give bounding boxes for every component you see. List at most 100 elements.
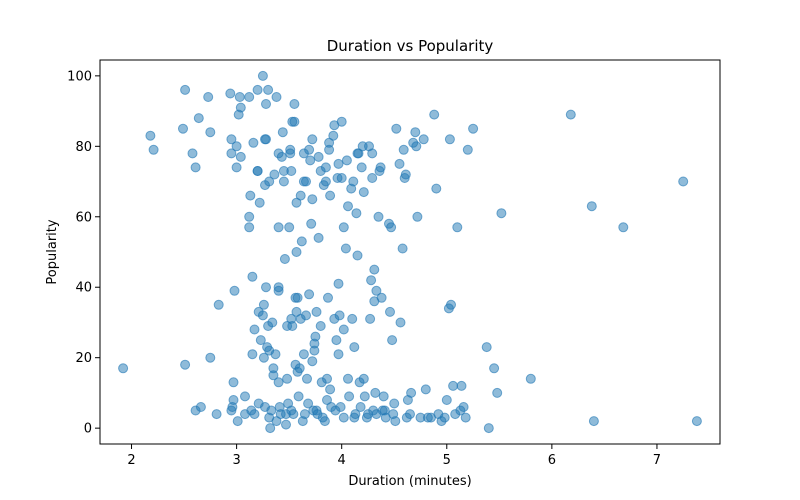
data-point [369, 264, 380, 275]
data-point [303, 398, 314, 409]
data-point [322, 373, 332, 384]
data-point [304, 144, 315, 155]
data-point [356, 162, 367, 173]
data-point [340, 243, 351, 254]
data-point [448, 380, 459, 391]
data-point [248, 137, 259, 148]
data-point [365, 313, 376, 324]
data-point [678, 176, 689, 187]
data-point [279, 254, 290, 264]
data-point [257, 310, 268, 321]
data-point [410, 127, 421, 138]
data-point [252, 84, 263, 95]
data-point [307, 356, 318, 367]
data-point [400, 169, 411, 180]
data-point [306, 218, 317, 229]
data-point [118, 363, 129, 374]
data-point [287, 321, 298, 331]
data-point [462, 144, 473, 155]
y-axis-label: Popularity [45, 219, 60, 284]
data-point [492, 387, 503, 398]
data-point [225, 88, 236, 99]
data-point [281, 419, 291, 430]
data-point [333, 349, 344, 360]
data-point [249, 324, 260, 335]
data-point [371, 285, 382, 296]
data-point [307, 194, 318, 205]
data-point [180, 359, 191, 370]
data-point [291, 247, 302, 257]
data-point [351, 208, 362, 219]
data-point [301, 310, 311, 321]
data-point [295, 190, 306, 201]
x-tick-label: 6 [548, 453, 556, 468]
data-point [244, 222, 255, 233]
data-point [376, 292, 387, 303]
data-point [257, 70, 268, 81]
data-point [358, 373, 369, 384]
data-point [266, 405, 277, 416]
data-point [489, 363, 500, 374]
data-point [355, 402, 366, 412]
data-point [273, 222, 284, 233]
data-point [367, 148, 378, 159]
chart-title: Duration vs Popularity [327, 37, 494, 55]
x-tick-label: 3 [232, 453, 240, 468]
data-point [261, 282, 271, 293]
data-point [325, 384, 336, 395]
data-point [271, 92, 282, 102]
data-point [338, 324, 349, 335]
data-point [431, 183, 442, 194]
x-tick-label: 2 [127, 453, 135, 468]
data-point [366, 275, 377, 286]
data-point [258, 299, 269, 310]
data-point [311, 306, 322, 317]
data-point [460, 412, 471, 423]
data-point [286, 166, 297, 176]
data-point [456, 380, 467, 391]
data-point [390, 416, 401, 427]
data-point [213, 299, 224, 310]
data-point [325, 190, 336, 201]
data-point [525, 373, 536, 384]
data-point [258, 352, 269, 363]
data-point [358, 187, 369, 198]
data-point [261, 99, 271, 109]
data-point [289, 99, 300, 109]
data-point [333, 158, 344, 169]
data-point [386, 222, 397, 233]
data-point [334, 310, 345, 321]
data-point [370, 387, 381, 398]
data-point [195, 402, 206, 412]
data-point [264, 176, 275, 187]
data-point [276, 151, 287, 162]
data-point [429, 109, 440, 120]
data-point [338, 412, 349, 423]
data-point [305, 155, 316, 166]
data-point [298, 349, 309, 360]
data-point [373, 211, 384, 222]
data-point [333, 278, 344, 289]
data-point [190, 162, 201, 173]
data-point [203, 92, 214, 102]
x-axis: 2 3 4 5 6 7 [127, 444, 661, 468]
data-point [265, 423, 276, 434]
data-point [389, 398, 400, 409]
data-point [245, 190, 256, 201]
x-tick-label: 5 [443, 453, 451, 468]
data-point [458, 402, 469, 412]
data-point [394, 158, 405, 169]
data-point [691, 416, 702, 427]
data-point [270, 349, 281, 360]
data-point [411, 141, 422, 152]
data-point [586, 201, 597, 212]
data-point [180, 84, 191, 95]
data-point [338, 222, 349, 233]
data-point [315, 321, 326, 331]
data-point [320, 176, 331, 187]
data-point [254, 197, 265, 208]
data-point [307, 134, 318, 145]
data-point [289, 116, 300, 127]
data-point [285, 148, 296, 159]
data-point [235, 151, 246, 162]
